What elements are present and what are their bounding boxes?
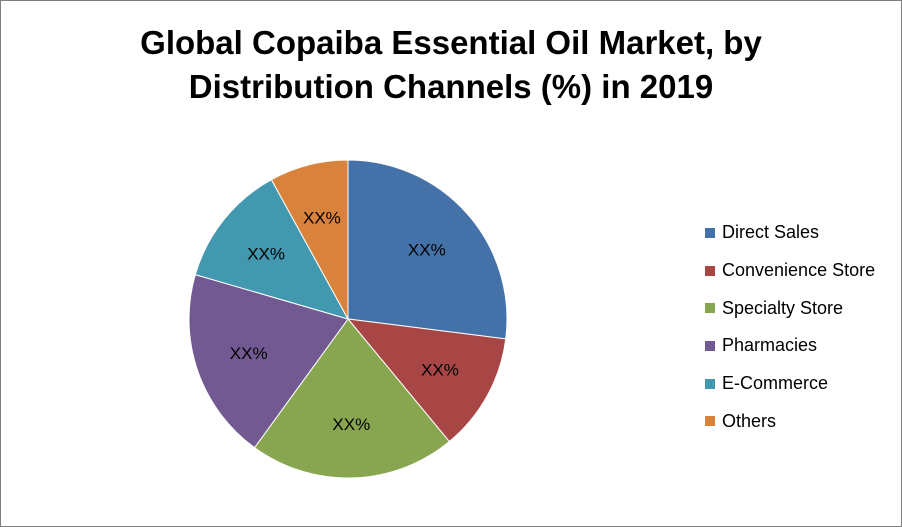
- legend-item: Pharmacies: [705, 327, 875, 365]
- slice-label-pharmacies: XX%: [230, 344, 268, 363]
- legend-item: E-Commerce: [705, 365, 875, 403]
- legend-swatch: [705, 340, 715, 351]
- legend-label: Direct Sales: [722, 222, 820, 243]
- legend-swatch: [705, 416, 715, 427]
- slice-label-convenience-store: XX%: [421, 361, 459, 380]
- slice-label-e-commerce: XX%: [247, 244, 285, 263]
- chart-title: Global Copaiba Essential Oil Market, by …: [1, 21, 901, 109]
- legend-item: Direct Sales: [705, 214, 875, 252]
- legend-swatch: [705, 227, 715, 238]
- legend: Direct Sales Convenience Store Specialty S…: [705, 214, 875, 440]
- legend-label: Others: [722, 410, 777, 431]
- slice-label-direct-sales: XX%: [408, 241, 446, 260]
- legend-item: Specialty Store: [705, 289, 875, 327]
- legend-label: E-Commerce: [722, 373, 829, 394]
- legend-item: Others: [705, 402, 875, 440]
- legend-item: Convenience Store: [705, 252, 875, 290]
- legend-swatch: [705, 378, 715, 389]
- chart-title-line-1: Global Copaiba Essential Oil Market, by: [140, 24, 762, 61]
- legend-label: Specialty Store: [722, 297, 844, 318]
- slice-label-others: XX%: [303, 208, 341, 227]
- slice-label-specialty-store: XX%: [332, 415, 370, 434]
- chart-title-line-2: Distribution Channels (%) in 2019: [188, 68, 714, 105]
- legend-label: Pharmacies: [722, 335, 818, 356]
- pie-slice-pharmacies: [188, 274, 349, 449]
- pie-slice-others: [270, 159, 349, 320]
- legend-swatch: [705, 303, 715, 314]
- pie-slice-convenience-store: [346, 318, 507, 443]
- pie-slice-e-commerce: [194, 178, 350, 320]
- legend-label: Convenience Store: [722, 260, 876, 281]
- pie-slice-specialty-store: [253, 318, 451, 479]
- pie-slice-direct-sales: [347, 159, 508, 340]
- legend-swatch: [705, 265, 715, 276]
